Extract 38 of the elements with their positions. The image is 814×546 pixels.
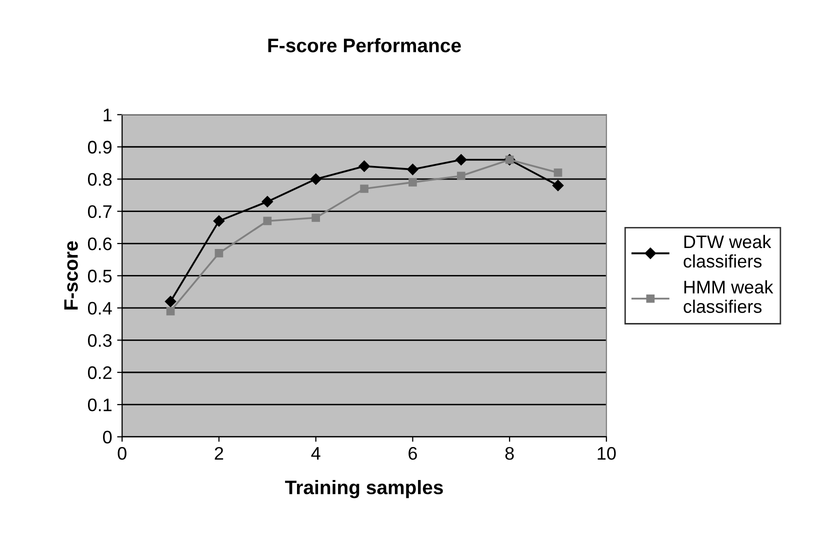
y-tick-label: 1 xyxy=(104,108,112,122)
y-axis-title: F-score xyxy=(64,241,78,310)
y-tick-label: 0 xyxy=(103,430,112,444)
y-tick-label: 0.1 xyxy=(88,398,112,412)
point xyxy=(554,168,562,177)
y-tick-label: 0.3 xyxy=(88,334,112,347)
point xyxy=(360,184,368,193)
y-tick-label: 0.6 xyxy=(88,237,112,250)
point xyxy=(310,173,322,185)
x-tick-label: 2 xyxy=(214,447,224,460)
y-tick-label: 0.5 xyxy=(88,270,112,282)
point xyxy=(312,214,320,222)
x-tick-label: 4 xyxy=(311,447,320,460)
x-axis-title: Training samples xyxy=(285,480,443,498)
y-tick-label: 0.4 xyxy=(88,302,112,315)
point xyxy=(358,160,370,172)
x-tick-label: 8 xyxy=(505,447,514,460)
y-tick-label: 0.7 xyxy=(88,205,112,218)
legend-label: DTW weak classifiers xyxy=(684,234,772,268)
point xyxy=(552,180,564,192)
point xyxy=(166,307,175,316)
y-tick-label: 0.9 xyxy=(88,140,112,154)
point xyxy=(213,215,225,227)
point xyxy=(164,296,176,308)
y-tick-label: 0.8 xyxy=(88,173,112,186)
chart-title: F-score Performance xyxy=(268,38,461,52)
point xyxy=(408,178,417,186)
point xyxy=(263,216,272,226)
point xyxy=(456,154,467,166)
point xyxy=(407,164,418,176)
point xyxy=(214,249,224,258)
x-tick-label: 10 xyxy=(598,447,616,460)
point xyxy=(456,172,466,180)
point xyxy=(262,196,274,208)
y-tick-label: 0.2 xyxy=(88,366,112,380)
x-tick-label: 6 xyxy=(408,447,417,460)
x-tick-label: 0 xyxy=(118,447,126,460)
legend-label: HMM weak classifiers xyxy=(684,280,774,313)
